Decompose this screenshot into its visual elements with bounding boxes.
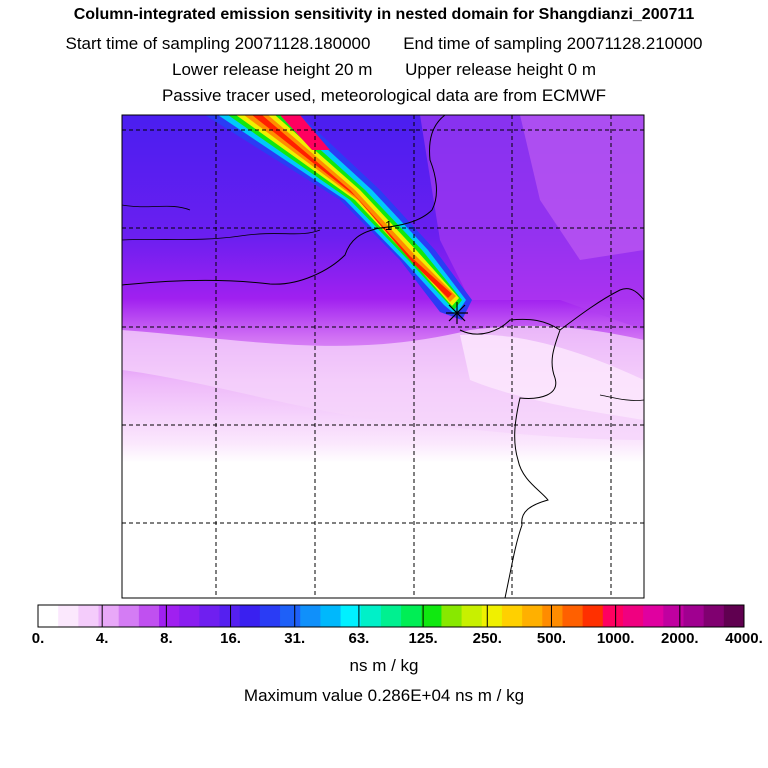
upper-height-label: Upper release height 0 m [405, 60, 596, 79]
plume-yellow [236, 115, 459, 306]
coastline-islands [599, 394, 644, 401]
colorbar-cell [320, 605, 342, 627]
map-frame [121, 114, 645, 599]
colorbar-cell [259, 605, 281, 627]
colorbar-cell [280, 605, 301, 627]
colorbar-cell [643, 605, 664, 627]
sampling-times: Start time of sampling 20071128.180000 E… [0, 34, 768, 54]
border-line-2 [122, 204, 191, 211]
colorbar-cell [138, 605, 160, 627]
colorbar-tick-label: 4000. [725, 630, 763, 647]
release-heights: Lower release height 20 m Upper release … [0, 60, 768, 80]
colorbar-tick-label: 16. [220, 630, 241, 647]
colorbar-cell [118, 605, 140, 627]
lower-height-label: Lower release height 20 m [172, 60, 373, 79]
end-time-label: End time of sampling 20071128.210000 [403, 34, 703, 53]
colorbar-units: ns m / kg [349, 656, 419, 675]
colorbar-tick-label: 250. [472, 630, 502, 647]
colorbar-cell [58, 605, 79, 627]
colorbar-tick-label: 31. [284, 630, 306, 647]
tracer-note: Passive tracer used, meteorological data… [161, 86, 607, 105]
track-label: 1 [385, 218, 392, 233]
colorbar-tick-label: 8. [160, 630, 173, 647]
east-field-light [520, 115, 644, 260]
colorbar-cell [723, 605, 745, 627]
colorbar-cell [522, 605, 543, 627]
plume-red [252, 115, 452, 298]
south-belt-pale [460, 334, 644, 420]
colorbar-cell [219, 605, 241, 627]
colorbar-tick-label: 500. [536, 630, 567, 647]
coastline-peninsula [559, 288, 644, 331]
colorbar-cell [622, 605, 644, 627]
colorbar-cell [683, 605, 705, 627]
colorbar-cell [38, 605, 59, 627]
colorbar-tick-label: 125. [408, 630, 438, 647]
colorbar-cell [441, 605, 463, 627]
colorbar-cell [501, 605, 523, 627]
border-line [122, 229, 321, 241]
colorbar-tick-label: 2000. [661, 630, 699, 647]
colorbar-cell [582, 605, 604, 627]
colorbar-cell [340, 605, 362, 627]
colorbar-cell [562, 605, 584, 627]
colorbar-cell [380, 605, 402, 627]
colorbar-cell [98, 605, 120, 627]
colorbar-cell [360, 605, 382, 627]
colorbar-cell [703, 605, 725, 627]
colorbar-frame [37, 604, 745, 628]
maximum-value-label: Maximum value 0.286E+04 ns m / kg [243, 686, 525, 705]
colorbar-cell [300, 605, 321, 627]
colorbar-cell [179, 605, 200, 627]
start-time-label: Start time of sampling 20071128.180000 [65, 34, 371, 53]
release-site-star-icon [446, 302, 468, 324]
colorbar-cell [401, 605, 422, 627]
colorbar-cell [481, 605, 503, 627]
coastline-north [122, 115, 446, 286]
colorbar-cell [239, 605, 261, 627]
colorbar-cell [663, 605, 684, 627]
colorbar-cell [602, 605, 624, 627]
colorbar-tick-label: 0. [31, 630, 45, 647]
colorbar-cell [542, 605, 563, 627]
colorbar-tick-label: 1000. [596, 630, 635, 647]
coastline-east [459, 318, 561, 598]
colorbar-tick-label: 4. [95, 630, 109, 647]
colorbar-cell [461, 605, 483, 627]
plume-core [280, 115, 330, 150]
map-field: 1 [122, 115, 644, 598]
plot-title: Column-integrated emission sensitivity i… [73, 6, 695, 23]
colorbar-tick-label: 63. [348, 630, 370, 647]
colorbar-cell [78, 605, 100, 627]
colorbar-cell [421, 605, 442, 627]
colorbar-cell [199, 605, 221, 627]
lat-lon-grid [122, 115, 644, 598]
colorbar-cell [159, 605, 180, 627]
colorbar-cells [37, 605, 745, 627]
